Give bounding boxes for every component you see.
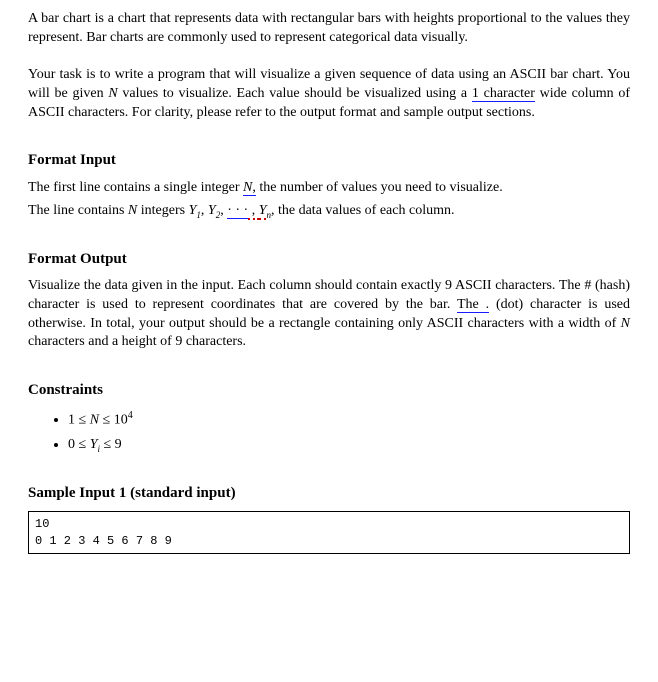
- intro-paragraph-2: Your task is to write a program that wil…: [28, 66, 630, 123]
- intro-paragraph-1: A bar chart is a chart that represents d…: [28, 10, 630, 48]
- constraints-list: 1 ≤ N ≤ 104 0 ≤ Yi ≤ 9: [28, 409, 630, 455]
- var-n: N: [621, 316, 630, 331]
- constraint-item-1: 1 ≤ N ≤ 104: [68, 409, 630, 431]
- text: ,: [201, 203, 208, 218]
- format-input-line-1: The first line contains a single integer…: [28, 179, 630, 198]
- format-output-paragraph: Visualize the data given in the input. E…: [28, 277, 630, 353]
- format-input-line-2: The line contains N integers Y1, Y2, · ·…: [28, 202, 630, 221]
- text: The line contains: [28, 203, 128, 218]
- var-n: N: [128, 203, 137, 218]
- text: ≤ 10: [99, 412, 128, 427]
- var-n: N: [90, 412, 99, 427]
- heading-constraints: Constraints: [28, 380, 630, 400]
- exponent: 4: [128, 410, 133, 421]
- text: 1 ≤: [68, 412, 90, 427]
- heading-sample-input: Sample Input 1 (standard input): [28, 483, 630, 503]
- text: characters and a height of 9 characters.: [28, 334, 246, 349]
- text: , the data values of each column.: [271, 203, 454, 218]
- text: The first line contains a single integer: [28, 180, 243, 195]
- underlined-text: 1 character: [472, 86, 535, 102]
- text: ≤ 9: [100, 437, 122, 452]
- text: integers: [137, 203, 188, 218]
- heading-format-output: Format Output: [28, 249, 630, 269]
- text: 0 ≤: [68, 437, 90, 452]
- sample-input-box: 10 0 1 2 3 4 5 6 7 8 9: [28, 511, 630, 553]
- spell-segment: ,: [248, 203, 259, 220]
- text: values to visualize. Each value should b…: [118, 86, 472, 101]
- text: the number of values you need to visuali…: [256, 180, 503, 195]
- var-n: N: [243, 180, 252, 196]
- constraint-item-2: 0 ≤ Yi ≤ 9: [68, 436, 630, 455]
- underlined-text: The .: [457, 297, 489, 313]
- ellipsis: · · ·: [227, 203, 248, 219]
- heading-format-input: Format Input: [28, 150, 630, 170]
- var-y: Y: [208, 203, 216, 218]
- code-line-1: 10: [35, 517, 49, 531]
- code-line-2: 0 1 2 3 4 5 6 7 8 9: [35, 534, 172, 548]
- var-n: N: [108, 86, 117, 101]
